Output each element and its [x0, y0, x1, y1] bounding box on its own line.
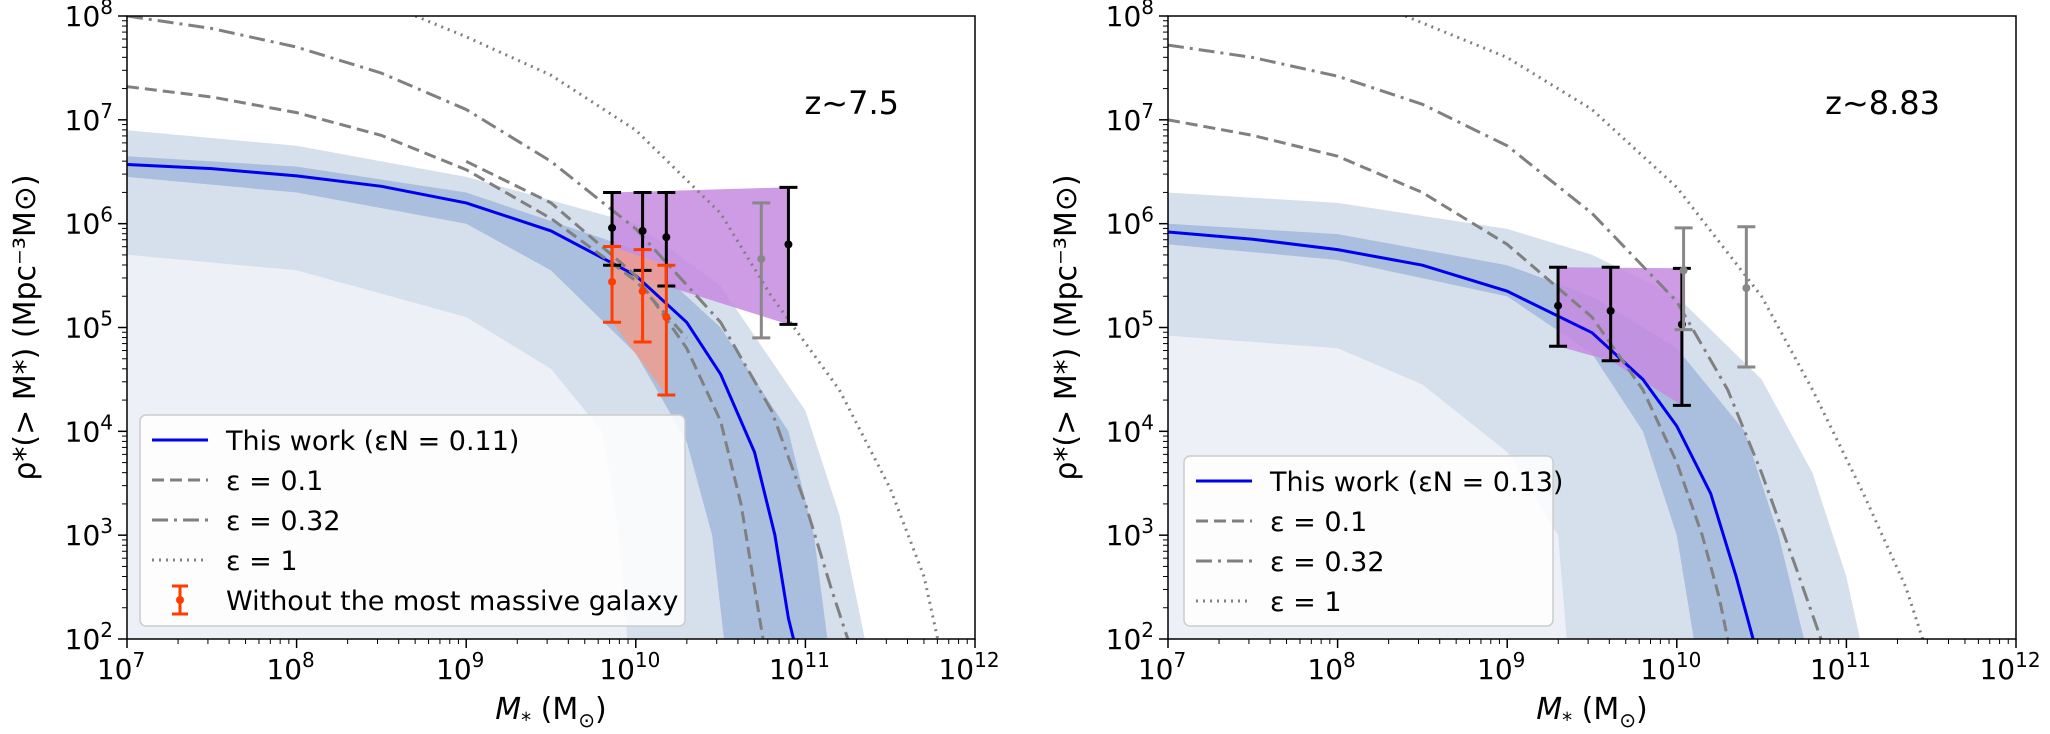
- x-axis: 107 108 109 1010 1011 1012: [97, 639, 1000, 686]
- legend: This work (εN = 0.13) ε = 0.1 ε = 0.32 ε = …: [1183, 455, 1563, 627]
- x-axis: 107 108 109 1010 1011 1012: [1138, 639, 2041, 686]
- series-line-0: [1168, 230, 1755, 639]
- legend-label: ε = 1: [1270, 587, 1342, 618]
- data-point: [638, 287, 647, 296]
- x-tick-label: 109: [1477, 648, 1525, 686]
- data-point: [638, 226, 647, 235]
- y-tick-label: 105: [1106, 307, 1154, 345]
- y-tick-label: 103: [1106, 514, 1154, 552]
- data-point: [608, 277, 617, 286]
- y-tick-label: 108: [1106, 0, 1154, 33]
- legend-label: ε = 1: [226, 546, 298, 577]
- legend-item: Without the most massive galaxy: [172, 584, 678, 617]
- data-point: [1606, 306, 1615, 315]
- legend-swatch-point: [176, 596, 184, 604]
- y-tick-label: 107: [65, 99, 113, 137]
- legend-label: ε = 0.32: [226, 506, 341, 537]
- redshift-annotation: z~8.83: [1825, 84, 1940, 122]
- y-axis-label: ρ*(> M*) (Mpc⁻³M⊙): [8, 174, 43, 480]
- legend-label: ε = 0.1: [1270, 507, 1367, 538]
- x-tick-label: 1011: [1810, 648, 1871, 686]
- y-axis: 102 103 104 105 106 107 108: [65, 0, 127, 656]
- redshift-annotation: z~7.5: [805, 84, 900, 122]
- data-point: [1742, 284, 1751, 293]
- y-tick-label: 106: [65, 203, 113, 241]
- data-point: [608, 223, 617, 232]
- errorbar-4: [779, 185, 798, 326]
- legend-label: This work (εN = 0.13): [1269, 467, 1563, 498]
- y-axis-label: ρ*(> M*) (Mpc⁻³M⊙): [1049, 174, 1084, 480]
- y-axis: 102 103 104 105 106 107 108: [1106, 0, 1168, 656]
- series-line-3: [127, 85, 688, 339]
- errorbar-3: [752, 201, 771, 340]
- series-line-1: [1168, 118, 1730, 639]
- data-point: [784, 240, 793, 249]
- x-tick-label: 1010: [599, 648, 660, 686]
- x-tick-label: 108: [266, 648, 314, 686]
- legend-item: ε = 0.1: [152, 466, 323, 497]
- fill-region-purple: [1558, 267, 1682, 406]
- y-tick-label: 102: [1106, 618, 1154, 656]
- data-point: [1554, 301, 1563, 310]
- y-tick-label: 102: [65, 618, 113, 656]
- data-point: [1679, 266, 1688, 275]
- x-axis-label: M* (M⊙): [1536, 692, 1648, 732]
- legend-item: ε = 0.32: [1196, 547, 1385, 578]
- x-tick-label: 1012: [1979, 648, 2040, 686]
- x-tick-label: 107: [97, 648, 145, 686]
- legend-box: [1183, 455, 1554, 627]
- data-point: [757, 254, 766, 263]
- series-line-3: [1404, 16, 1925, 639]
- y-tick-label: 104: [1106, 410, 1154, 448]
- x-tick-label: 1011: [769, 648, 830, 686]
- y-tick-label: 103: [65, 514, 113, 552]
- right-panel: 107 108 109 1010 1011 10121021031041051061071…: [1049, 0, 2041, 732]
- x-tick-label: 1012: [938, 648, 999, 686]
- errorbar-7: [657, 263, 676, 397]
- x-tick-label: 109: [436, 648, 484, 686]
- legend-item: This work (εN = 0.11): [152, 426, 519, 457]
- y-tick-label: 104: [65, 410, 113, 448]
- y-tick-label: 107: [1106, 99, 1154, 137]
- x-tick-label: 1010: [1640, 648, 1701, 686]
- legend-item: ε = 1: [152, 546, 298, 577]
- legend-box: [139, 414, 686, 627]
- errorbar-1: [1601, 265, 1620, 363]
- y-tick-label: 106: [1106, 203, 1154, 241]
- legend-label: ε = 0.1: [226, 466, 323, 497]
- y-tick-label: 105: [65, 307, 113, 345]
- fill-region-purple: [612, 187, 789, 325]
- legend-label: ε = 0.32: [1270, 547, 1385, 578]
- data-point: [662, 233, 671, 242]
- legend: This work (εN = 0.11) ε = 0.1 ε = 0.32 ε = …: [139, 414, 686, 627]
- legend-item: ε = 0.1: [1196, 507, 1367, 538]
- series-line-1: [465, 160, 765, 639]
- legend-item: ε = 1: [1196, 587, 1342, 618]
- errorbar-5: [603, 245, 622, 324]
- x-tick-label: 108: [1307, 648, 1355, 686]
- series-line-2: [127, 16, 850, 639]
- errorbar-6: [633, 248, 652, 344]
- errorbar-4: [1674, 226, 1693, 332]
- legend-label: Without the most massive galaxy: [226, 586, 678, 617]
- errorbar-0: [1549, 265, 1568, 348]
- data-point: [662, 313, 671, 322]
- fill-region-red: [612, 246, 667, 395]
- legend-item: ε = 0.32: [152, 506, 341, 537]
- x-tick-label: 107: [1138, 648, 1186, 686]
- x-axis-label: M* (M⊙): [495, 692, 607, 732]
- legend-item: This work (εN = 0.13): [1196, 467, 1563, 498]
- errorbar-3: [1737, 225, 1756, 369]
- y-tick-label: 108: [65, 0, 113, 33]
- series-line-2: [1168, 43, 1823, 639]
- legend-label: This work (εN = 0.11): [225, 426, 519, 457]
- left-panel: 107 108 109 1010 1011 10121021031041051061071…: [8, 0, 1000, 732]
